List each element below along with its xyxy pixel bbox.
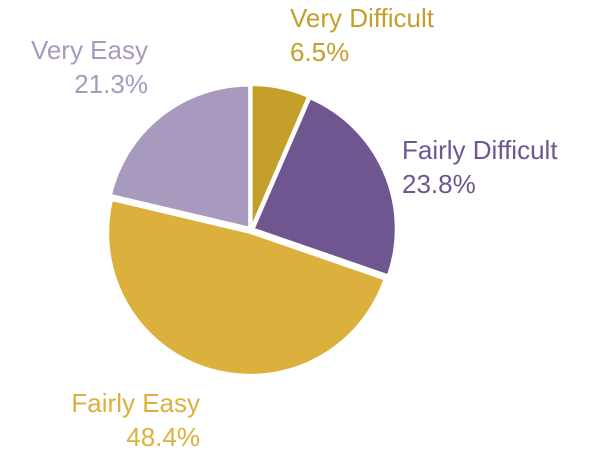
pie-slice [252,97,397,277]
slice-value-label: 21.3% [74,69,148,99]
pie-slice [107,198,386,376]
slice-label: Very Difficult [290,3,435,33]
slice-label: Very Easy [31,35,148,65]
slice-value-label: 48.4% [126,422,200,451]
pie-slice [109,84,251,229]
slice-label: Fairly Easy [71,388,200,418]
slice-value-label: 6.5% [290,37,349,67]
slice-value-label: 23.8% [402,169,476,199]
slice-label: Fairly Difficult [402,135,558,165]
pie-slice [250,84,310,228]
